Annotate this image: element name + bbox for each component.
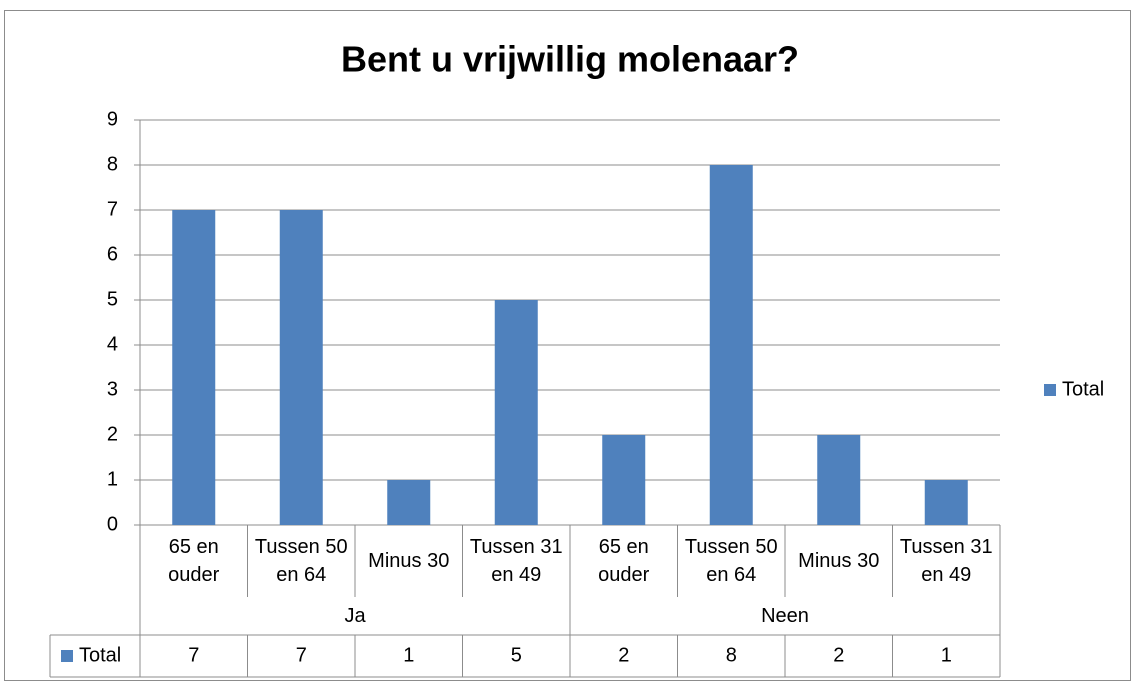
table-series-name: Total	[79, 644, 121, 666]
x-tick-label: Tussen 50 en 64	[684, 536, 778, 586]
y-tick-label: 1	[107, 468, 118, 490]
y-tick-label: 7	[107, 198, 118, 220]
y-tick-label: 8	[107, 153, 118, 175]
table-value: 2	[833, 644, 844, 666]
y-tick-label: 9	[107, 108, 118, 130]
bar	[602, 435, 646, 525]
table-value: 7	[188, 644, 199, 666]
y-tick-label: 6	[107, 243, 118, 265]
chart-title: Bent u vrijwillig molenaar?	[341, 39, 799, 80]
legend-label: Total	[1062, 378, 1104, 400]
bar	[494, 300, 538, 525]
group-label: Ja	[344, 605, 366, 627]
bar	[172, 210, 216, 525]
x-tick-label: Tussen 50 en 64	[254, 536, 348, 586]
table-value: 2	[618, 644, 629, 666]
x-tick-label: Minus 30	[368, 550, 450, 572]
bar	[924, 480, 968, 525]
bar	[817, 435, 861, 525]
x-tick-label: 65 en ouder	[598, 536, 650, 586]
bar	[387, 480, 431, 525]
y-tick-label: 2	[107, 423, 118, 445]
y-tick-label: 4	[107, 333, 118, 355]
y-tick-label: 5	[107, 288, 118, 310]
table-value: 1	[941, 644, 952, 666]
group-label: Neen	[761, 605, 809, 627]
table-value: 8	[726, 644, 737, 666]
bar	[279, 210, 323, 525]
table-value: 5	[511, 644, 522, 666]
bar	[709, 165, 753, 525]
table-value: 1	[403, 644, 414, 666]
x-tick-label: Minus 30	[798, 550, 880, 572]
x-tick-label: 65 en ouder	[168, 536, 220, 586]
table-value: 7	[296, 644, 307, 666]
legend-key	[1044, 384, 1056, 396]
y-tick-label: 0	[107, 513, 118, 535]
table-legend-key	[61, 650, 73, 662]
y-tick-label: 3	[107, 378, 118, 400]
x-tick-label: Tussen 31 en 49	[469, 536, 563, 586]
x-tick-label: Tussen 31 en 49	[899, 536, 993, 586]
